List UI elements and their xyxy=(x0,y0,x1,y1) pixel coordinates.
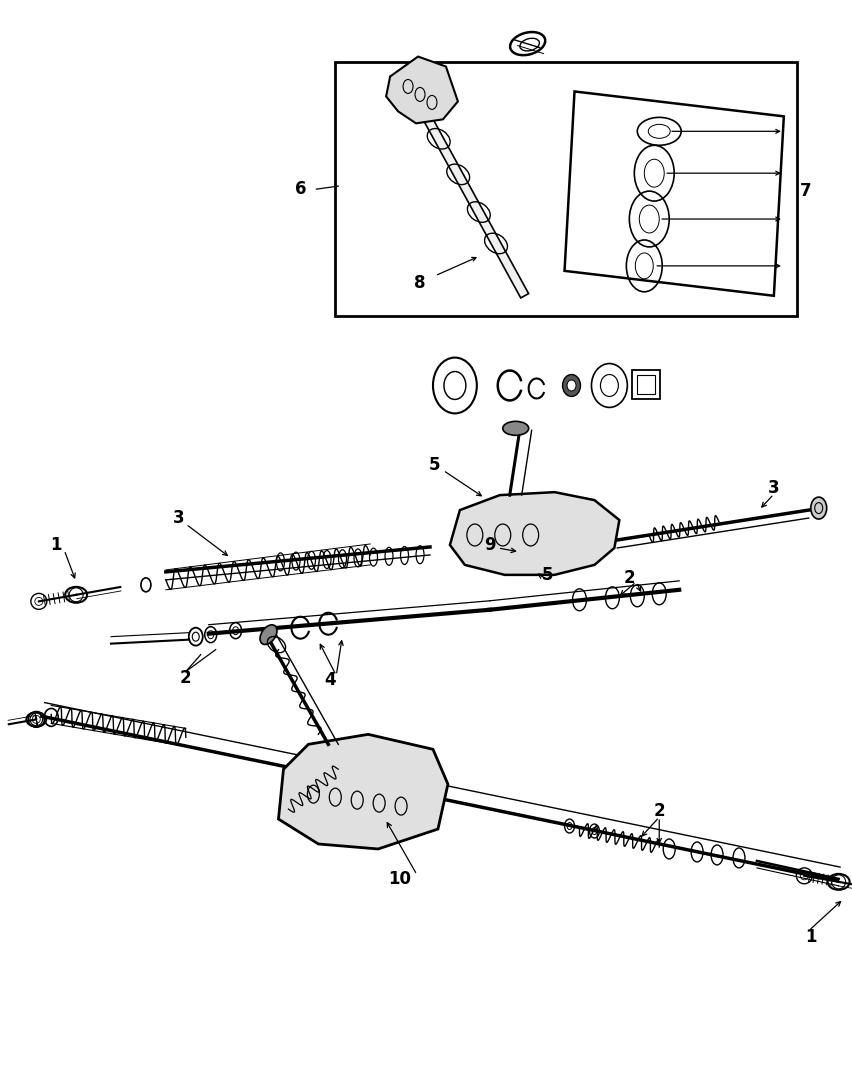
Ellipse shape xyxy=(502,422,528,436)
Text: 4: 4 xyxy=(324,671,336,689)
Polygon shape xyxy=(386,57,458,123)
Text: 1: 1 xyxy=(50,536,62,554)
Text: 10: 10 xyxy=(389,869,412,888)
Text: 6: 6 xyxy=(294,180,306,199)
Polygon shape xyxy=(449,492,619,575)
Text: 8: 8 xyxy=(414,273,425,292)
Ellipse shape xyxy=(567,380,575,391)
Text: 9: 9 xyxy=(483,536,495,554)
Text: 2: 2 xyxy=(653,802,665,820)
Ellipse shape xyxy=(562,375,580,396)
Bar xyxy=(636,375,654,394)
Polygon shape xyxy=(406,84,528,298)
Text: 7: 7 xyxy=(799,183,810,200)
Text: 5: 5 xyxy=(541,566,553,584)
Bar xyxy=(335,62,796,316)
Bar xyxy=(631,370,659,399)
Text: 5: 5 xyxy=(429,456,440,474)
Text: 1: 1 xyxy=(804,928,815,945)
Text: 3: 3 xyxy=(767,480,779,497)
Polygon shape xyxy=(278,735,447,849)
Text: 2: 2 xyxy=(623,569,635,586)
Polygon shape xyxy=(564,92,783,296)
Text: 3: 3 xyxy=(173,509,184,527)
Text: 2: 2 xyxy=(180,669,192,687)
Ellipse shape xyxy=(260,625,277,644)
Ellipse shape xyxy=(809,497,826,519)
